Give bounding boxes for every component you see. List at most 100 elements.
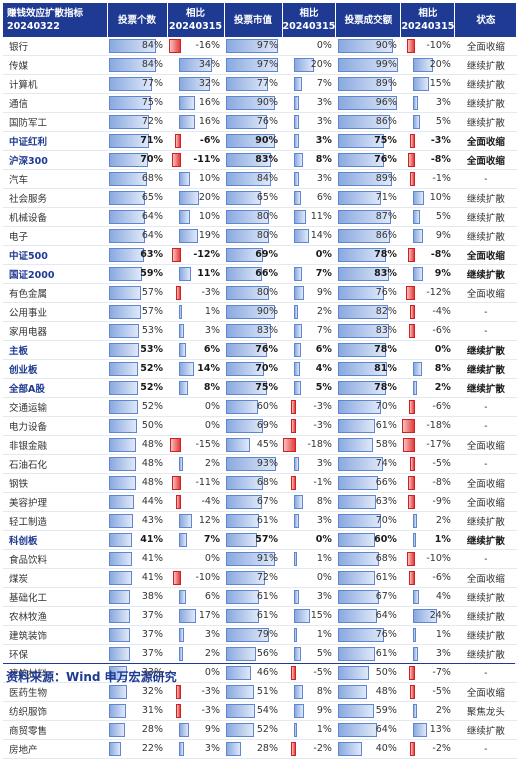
mv-cell: 80% (224, 283, 282, 303)
count-cell: 37% (107, 644, 167, 664)
mv-cell-bar (226, 628, 269, 642)
status-cell: 全面收缩 (454, 150, 517, 170)
amt-cell-value: 86% (375, 230, 397, 241)
mv-change-cell-value: 3% (316, 515, 332, 526)
header-amt-change: 相比 20240315 (400, 3, 456, 37)
mv-cell: 80% (224, 226, 282, 246)
mv-change-cell: 6% (282, 188, 336, 208)
count-cell-bar (109, 305, 141, 319)
mv-change-cell: 3% (282, 112, 336, 132)
count-change-cell: -10% (167, 568, 224, 588)
count-change-cell-bar (179, 96, 195, 110)
mv-cell-value: 52% (256, 724, 278, 735)
count-cell-bar (109, 153, 148, 167)
table-row: 交通运输 52% 0% 60% -3% 70% -6% - (3, 397, 517, 417)
count-change-cell-value: 6% (204, 591, 220, 602)
amt-cell-value: 61% (375, 572, 397, 583)
mv-change-cell-bar (294, 552, 297, 566)
mv-cell-bar (226, 362, 264, 376)
table-row: 房地产 22% 3% 28% -2% 40% -2% - (3, 739, 517, 759)
mv-cell-value: 77% (256, 78, 278, 89)
amt-change-cell: 5% (400, 112, 455, 132)
count-change-cell-bar (179, 742, 184, 756)
mv-change-cell-bar (294, 685, 303, 699)
header-mv-change: 相比 20240315 (282, 3, 337, 37)
amt-change-cell-value: -10% (426, 40, 451, 51)
amt-cell-value: 78% (374, 344, 397, 355)
mv-change-cell-value: 2% (316, 306, 332, 317)
count-change-cell-bar (179, 210, 190, 224)
count-change-cell-bar (179, 58, 212, 72)
mv-cell-bar (226, 590, 259, 604)
amt-cell-value: 64% (375, 724, 397, 735)
status-cell: 全面收缩 (454, 435, 517, 455)
mv-change-cell-value: 5% (315, 382, 332, 393)
mv-change-cell: 9% (282, 283, 336, 303)
mv-cell-value: 90% (256, 97, 278, 108)
count-cell-value: 43% (141, 515, 163, 526)
status-cell: 继续扩散 (454, 587, 517, 607)
count-cell-bar (109, 286, 141, 300)
count-cell: 22% (107, 739, 167, 759)
amt-change-cell-value: -5% (432, 458, 451, 469)
amt-change-cell: 1% (400, 625, 455, 645)
count-change-cell-value: -6% (199, 135, 220, 146)
row-name: 主板 (3, 340, 107, 360)
count-cell-value: 70% (140, 154, 163, 165)
amt-change-cell: 9% (400, 264, 455, 284)
amt-cell-bar (337, 305, 388, 319)
mv-cell: 76% (224, 340, 282, 360)
mv-cell-value: 54% (256, 705, 278, 716)
amt-cell-bar (337, 381, 386, 395)
table-row: 机械设备 64% 10% 80% 11% 87% 5% 继续扩散 (3, 207, 517, 227)
mv-change-cell-value: 0% (316, 572, 332, 583)
amt-change-cell: -3% (400, 131, 455, 151)
mv-cell: 66% (224, 264, 282, 284)
amt-cell: 71% (335, 188, 401, 208)
mv-change-cell-value: 8% (315, 154, 332, 165)
count-change-cell: 2% (167, 454, 224, 474)
mv-cell-bar (226, 609, 259, 623)
count-cell: 57% (107, 302, 167, 322)
amt-cell: 50% (335, 663, 401, 683)
amt-cell-bar (337, 438, 373, 452)
amt-cell: 61% (335, 568, 401, 588)
amt-cell: 60% (335, 530, 401, 550)
mv-change-cell: 0% (282, 37, 336, 56)
mv-cell-bar (226, 457, 276, 471)
amt-change-cell-value: -10% (426, 553, 451, 564)
amt-change-cell-value: 3% (435, 648, 451, 659)
count-cell: 50% (107, 416, 167, 436)
amt-cell: 70% (335, 397, 401, 417)
count-change-cell-value: 2% (204, 458, 220, 469)
amt-change-cell: -5% (400, 682, 455, 702)
count-cell-bar (109, 495, 134, 509)
count-cell: 63% (107, 245, 167, 265)
amt-change-cell-value: 10% (429, 192, 451, 203)
amt-cell-value: 86% (375, 116, 397, 127)
mv-change-cell: -5% (282, 663, 336, 683)
amt-change-cell-bar (405, 286, 415, 300)
mv-cell: 97% (224, 37, 282, 56)
amt-cell-bar (337, 58, 398, 72)
row-name: 科创板 (3, 530, 107, 550)
amt-change-cell: -10% (400, 549, 455, 569)
amt-change-cell: -2% (400, 739, 455, 759)
amt-change-cell-bar (407, 495, 415, 509)
amt-change-cell: -6% (400, 321, 455, 341)
amt-change-cell: 8% (400, 359, 455, 379)
amt-cell-value: 40% (375, 743, 397, 754)
status-cell: - (454, 416, 517, 436)
mv-cell: 61% (224, 606, 282, 626)
amt-change-cell: 13% (400, 720, 455, 740)
count-cell-value: 65% (141, 192, 163, 203)
count-cell-value: 53% (141, 325, 163, 336)
mv-change-cell: 9% (282, 701, 336, 721)
amt-cell-bar (337, 210, 391, 224)
mv-cell-value: 65% (256, 192, 278, 203)
amt-change-cell: 3% (400, 93, 455, 113)
status-cell: 继续扩散 (454, 530, 517, 550)
mv-change-cell-value: 1% (316, 629, 332, 640)
mv-cell-bar (226, 286, 269, 300)
count-change-cell: 3% (167, 739, 224, 759)
